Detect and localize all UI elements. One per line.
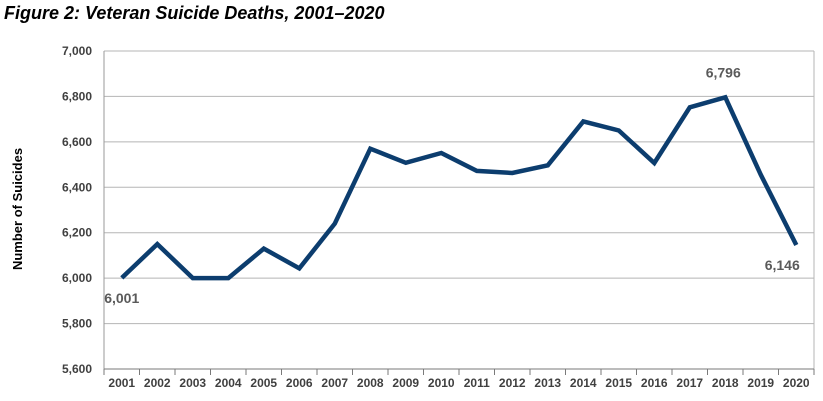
x-tick-label: 2010 [428, 376, 455, 390]
x-tick-label: 2018 [712, 376, 739, 390]
x-tick-label: 2008 [357, 376, 384, 390]
y-axis-ticks: 5,600 5,800 6,000 6,200 6,400 6,600 6,800 7,000 [62, 44, 92, 376]
x-tick-label: 2013 [534, 376, 561, 390]
gridlines [103, 50, 815, 370]
y-axis-label: Number of Suicides [10, 148, 25, 270]
y-tick-label: 7,000 [62, 44, 92, 58]
data-label: 6,146 [765, 257, 800, 273]
x-tick-label: 2009 [392, 376, 419, 390]
x-tick-label: 2007 [321, 376, 348, 390]
x-tick-label: 2006 [286, 376, 313, 390]
x-axis-ticks: 2001 2002 2003 2004 2005 2006 2007 2008 2009 2010… [103, 369, 815, 390]
x-tick-label: 2014 [570, 376, 597, 390]
y-tick-label: 6,800 [62, 89, 92, 103]
series-line [120, 94, 799, 281]
x-tick-label: 2002 [144, 376, 171, 390]
x-tick-label: 2005 [250, 376, 277, 390]
y-tick-label: 6,400 [62, 180, 92, 194]
y-tick-label: 6,200 [62, 226, 92, 240]
data-label: 6,796 [706, 64, 741, 80]
y-tick-label: 6,000 [62, 271, 92, 285]
y-tick-label: 5,600 [62, 362, 92, 376]
x-tick-label: 2020 [783, 376, 810, 390]
y-tick-label: 5,800 [62, 317, 92, 331]
x-tick-label: 2011 [464, 376, 490, 390]
x-tick-label: 2001 [108, 376, 135, 390]
y-tick-label: 6,600 [62, 135, 92, 149]
x-tick-label: 2003 [179, 376, 206, 390]
x-tick-label: 2015 [605, 376, 632, 390]
data-labels: 6,001 6,796 6,146 [104, 64, 800, 306]
chart-title: Figure 2: Veteran Suicide Deaths, 2001–2… [4, 3, 385, 23]
x-tick-label: 2017 [676, 376, 703, 390]
data-label: 6,001 [104, 290, 139, 306]
x-tick-label: 2019 [747, 376, 774, 390]
x-tick-label: 2004 [215, 376, 242, 390]
series-group [120, 94, 799, 281]
x-tick-label: 2012 [499, 376, 526, 390]
x-tick-label: 2016 [641, 376, 668, 390]
